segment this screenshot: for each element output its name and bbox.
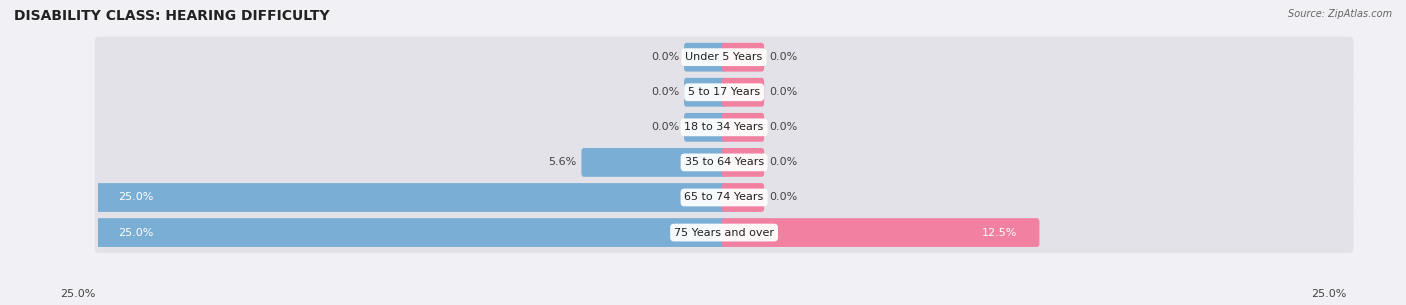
FancyBboxPatch shape xyxy=(685,113,727,142)
FancyBboxPatch shape xyxy=(721,113,763,142)
Text: 35 to 64 Years: 35 to 64 Years xyxy=(685,157,763,167)
Text: DISABILITY CLASS: HEARING DIFFICULTY: DISABILITY CLASS: HEARING DIFFICULTY xyxy=(14,9,329,23)
Text: 25.0%: 25.0% xyxy=(118,192,153,203)
Text: 12.5%: 12.5% xyxy=(981,228,1017,238)
FancyBboxPatch shape xyxy=(96,218,727,247)
Text: 0.0%: 0.0% xyxy=(769,87,797,97)
FancyBboxPatch shape xyxy=(721,78,763,107)
FancyBboxPatch shape xyxy=(721,43,763,72)
Text: 5.6%: 5.6% xyxy=(548,157,576,167)
FancyBboxPatch shape xyxy=(685,43,727,72)
FancyBboxPatch shape xyxy=(94,177,1354,218)
Text: 0.0%: 0.0% xyxy=(769,192,797,203)
FancyBboxPatch shape xyxy=(721,148,763,177)
Text: 25.0%: 25.0% xyxy=(59,289,96,299)
Text: Source: ZipAtlas.com: Source: ZipAtlas.com xyxy=(1288,9,1392,19)
FancyBboxPatch shape xyxy=(94,142,1354,183)
Text: 0.0%: 0.0% xyxy=(651,52,679,62)
FancyBboxPatch shape xyxy=(94,212,1354,253)
Text: 0.0%: 0.0% xyxy=(769,157,797,167)
Text: 0.0%: 0.0% xyxy=(769,122,797,132)
Text: 0.0%: 0.0% xyxy=(769,52,797,62)
FancyBboxPatch shape xyxy=(582,148,727,177)
FancyBboxPatch shape xyxy=(721,218,1039,247)
FancyBboxPatch shape xyxy=(96,183,727,212)
Text: 65 to 74 Years: 65 to 74 Years xyxy=(685,192,763,203)
FancyBboxPatch shape xyxy=(94,72,1354,113)
Text: 18 to 34 Years: 18 to 34 Years xyxy=(685,122,763,132)
Text: 75 Years and over: 75 Years and over xyxy=(673,228,775,238)
Text: 0.0%: 0.0% xyxy=(651,87,679,97)
FancyBboxPatch shape xyxy=(94,107,1354,148)
Text: Under 5 Years: Under 5 Years xyxy=(686,52,762,62)
FancyBboxPatch shape xyxy=(685,78,727,107)
Text: 5 to 17 Years: 5 to 17 Years xyxy=(688,87,761,97)
Text: 25.0%: 25.0% xyxy=(118,228,153,238)
FancyBboxPatch shape xyxy=(94,37,1354,78)
FancyBboxPatch shape xyxy=(721,183,763,212)
Text: 0.0%: 0.0% xyxy=(651,122,679,132)
Text: 25.0%: 25.0% xyxy=(1310,289,1347,299)
